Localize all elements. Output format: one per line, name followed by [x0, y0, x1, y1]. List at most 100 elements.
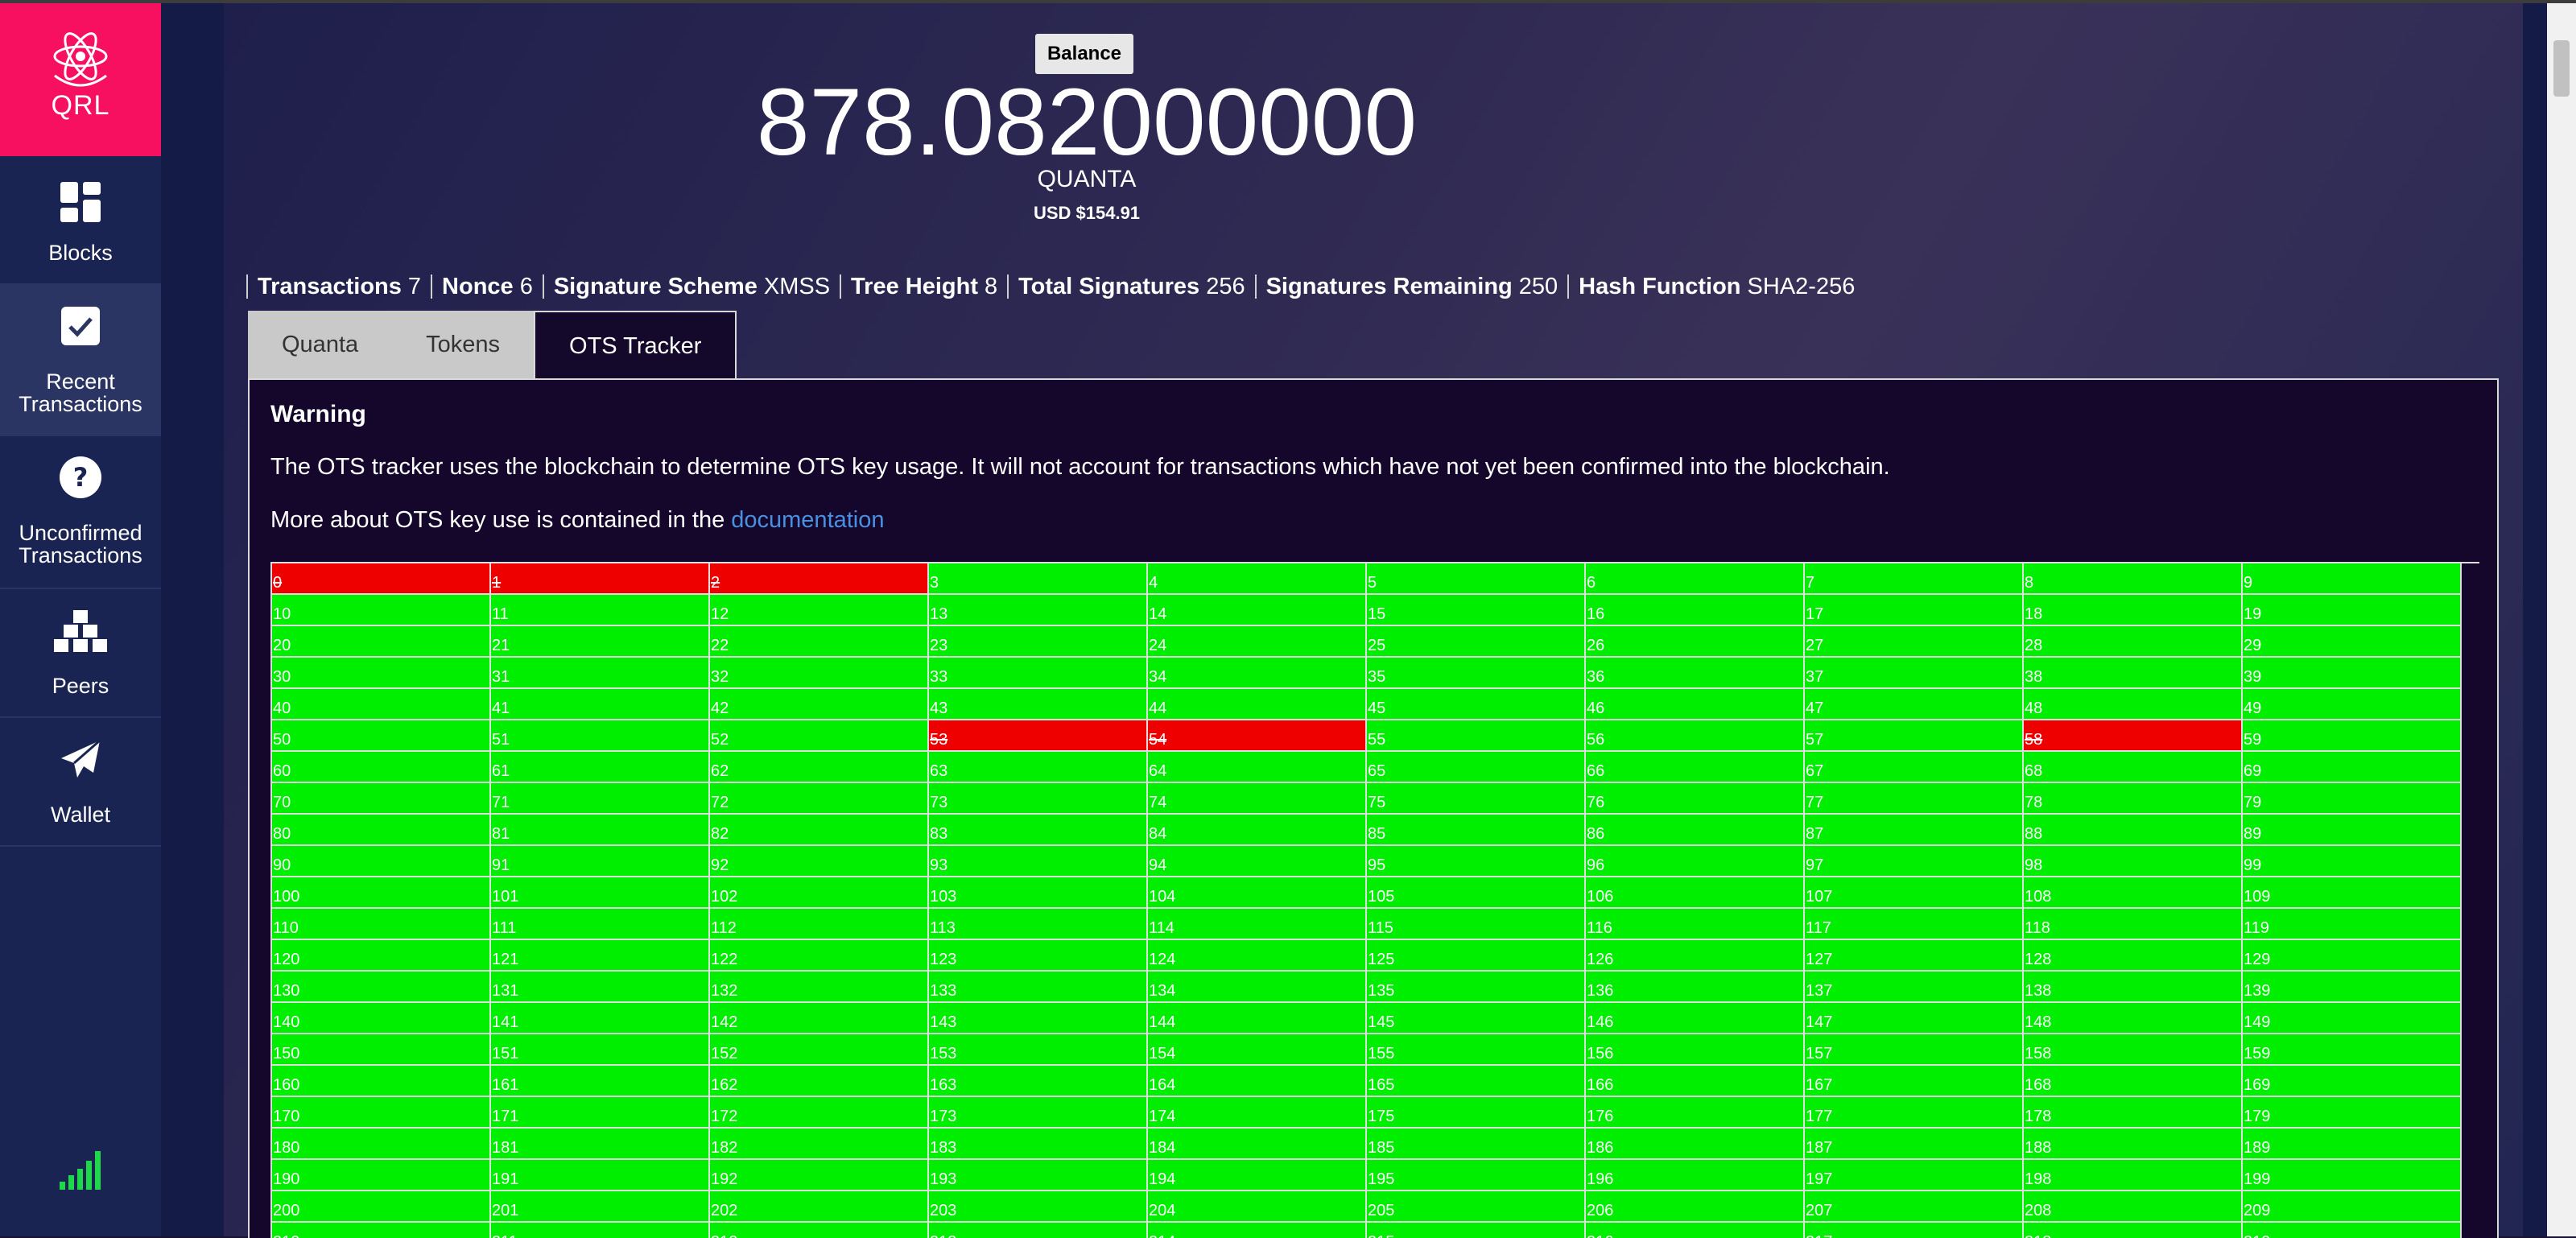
- ots-key-free: 24: [1148, 626, 1367, 658]
- address-stats-bar: Transactions 7 Nonce 6 Signature Scheme XMS…: [246, 270, 1864, 303]
- signal-bars-icon: [58, 1148, 106, 1195]
- ots-key-free: 157: [1805, 1034, 2024, 1066]
- nav-item-wallet[interactable]: Wallet: [0, 718, 161, 847]
- ots-key-free: 51: [491, 720, 710, 752]
- ots-key-free: 116: [1586, 909, 1805, 940]
- ots-key-free: 130: [272, 972, 491, 1003]
- ots-key-free: 17: [1805, 595, 2024, 626]
- ots-key-free: 145: [1367, 1003, 1586, 1034]
- ots-key-free: 126: [1586, 940, 1805, 972]
- ots-row: 30 31 32 33 34 35 36 37 38 39: [272, 658, 2479, 689]
- ots-key-free: 214: [1148, 1223, 1367, 1238]
- ots-key-free: 119: [2243, 909, 2462, 940]
- page-scrollbar[interactable]: [2547, 3, 2576, 1236]
- ots-key-free: 112: [710, 909, 929, 940]
- ots-row: 150 151 152 153 154 155 156 157 158 159: [272, 1034, 2479, 1066]
- ots-key-free: 26: [1586, 626, 1805, 658]
- nav-label-transactions-2: Transactions: [19, 543, 142, 567]
- ots-row: 40 41 42 43 44 45 46 47 48 49: [272, 689, 2479, 720]
- stat-nonce: Nonce 6: [431, 274, 543, 299]
- ots-key-free: 97: [1805, 846, 2024, 877]
- ots-key-free: 102: [710, 877, 929, 909]
- ots-key-free: 31: [491, 658, 710, 689]
- ots-key-free: 175: [1367, 1097, 1586, 1129]
- ots-key-free: 8: [2024, 563, 2243, 595]
- ots-row: 210211212213214215216217218219: [272, 1223, 2479, 1238]
- ots-key-free: 121: [491, 940, 710, 972]
- ots-key-free: 156: [1586, 1034, 1805, 1066]
- ots-key-free: 32: [710, 658, 929, 689]
- ots-row: 170 171 172 173 174 175 176 177 178 179: [272, 1097, 2479, 1129]
- ots-key-free: 154: [1148, 1034, 1367, 1066]
- ots-key-free: 100: [272, 877, 491, 909]
- ots-key-free: 88: [2024, 815, 2243, 846]
- ots-key-free: 208: [2024, 1191, 2243, 1223]
- ots-key-free: 143: [929, 1003, 1148, 1034]
- ots-key-free: 6: [1586, 563, 1805, 595]
- ots-key-free: 14: [1148, 595, 1367, 626]
- ots-key-free: 101: [491, 877, 710, 909]
- ots-row: 90 91 92 93 94 95 96 97 98 99: [272, 846, 2479, 877]
- ots-key-free: 123: [929, 940, 1148, 972]
- ots-key-used: 54: [1148, 720, 1367, 752]
- ots-key-free: 5: [1367, 563, 1586, 595]
- ots-key-free: 171: [491, 1097, 710, 1129]
- ots-key-free: 95: [1367, 846, 1586, 877]
- ots-row: 140 141 142 143 144 145 146 147 148 149: [272, 1003, 2479, 1034]
- ots-key-free: 140: [272, 1003, 491, 1034]
- logo-text: QRL: [51, 90, 110, 121]
- ots-key-free: 217: [1805, 1223, 2024, 1238]
- stat-tree-height: Tree Height 8: [840, 274, 1007, 299]
- ots-key-free: 193: [929, 1160, 1148, 1191]
- ots-key-free: 39: [2243, 658, 2462, 689]
- ots-key-free: 210: [272, 1223, 491, 1238]
- blocks-grid-icon: [0, 180, 161, 228]
- tab-tokens[interactable]: Tokens: [392, 311, 535, 378]
- ots-key-used: 58: [2024, 720, 2243, 752]
- ots-key-free: 163: [929, 1066, 1148, 1097]
- nav-item-peers[interactable]: Peers: [0, 589, 161, 718]
- ots-key-free: 67: [1805, 752, 2024, 783]
- ots-key-free: 81: [491, 815, 710, 846]
- ots-row: 130 131 132 133 134 135 136 137 138 139: [272, 972, 2479, 1003]
- ots-key-free: 200: [272, 1191, 491, 1223]
- nav-item-blocks[interactable]: Blocks: [0, 156, 161, 285]
- ots-key-free: 211: [491, 1223, 710, 1238]
- ots-key-free: 86: [1586, 815, 1805, 846]
- ots-key-free: 96: [1586, 846, 1805, 877]
- ots-key-free: 91: [491, 846, 710, 877]
- ots-key-free: 118: [2024, 909, 2243, 940]
- ots-key-free: 194: [1148, 1160, 1367, 1191]
- tab-quanta[interactable]: Quanta: [248, 311, 393, 378]
- ots-key-free: 87: [1805, 815, 2024, 846]
- ots-key-free: 50: [272, 720, 491, 752]
- ots-key-free: 61: [491, 752, 710, 783]
- ots-key-free: 128: [2024, 940, 2243, 972]
- ots-key-free: 78: [2024, 783, 2243, 815]
- scrollbar-thumb[interactable]: [2553, 40, 2570, 97]
- ots-key-free: 187: [1805, 1129, 2024, 1160]
- ots-key-free: 74: [1148, 783, 1367, 815]
- ots-key-free: 16: [1586, 595, 1805, 626]
- ots-key-free: 152: [710, 1034, 929, 1066]
- nav-item-unconfirmed-transactions[interactable]: ? Unconfirmed Transactions: [0, 436, 161, 589]
- ots-key-free: 40: [272, 689, 491, 720]
- nav-item-recent-transactions[interactable]: Recent Transactions: [0, 285, 161, 436]
- ots-key-free: 85: [1367, 815, 1586, 846]
- balance-usd: USD $154.91: [1033, 203, 1141, 223]
- ots-key-free: 45: [1367, 689, 1586, 720]
- ots-key-free: 197: [1805, 1160, 2024, 1191]
- ots-key-free: 68: [2024, 752, 2243, 783]
- ots-key-free: 142: [710, 1003, 929, 1034]
- tab-ots-tracker[interactable]: OTS Tracker: [534, 311, 737, 380]
- ots-key-free: 129: [2243, 940, 2462, 972]
- ots-key-free: 216: [1586, 1223, 1805, 1238]
- ots-key-free: 164: [1148, 1066, 1367, 1097]
- ots-row: 200 201 202 203 204 205 206 207 208 209: [272, 1191, 2479, 1223]
- ots-key-free: 37: [1805, 658, 2024, 689]
- ots-key-free: 38: [2024, 658, 2243, 689]
- ots-key-free: 159: [2243, 1034, 2462, 1066]
- qrl-logo[interactable]: QRL: [0, 3, 161, 156]
- ots-key-free: 56: [1586, 720, 1805, 752]
- documentation-link[interactable]: documentation: [731, 507, 885, 533]
